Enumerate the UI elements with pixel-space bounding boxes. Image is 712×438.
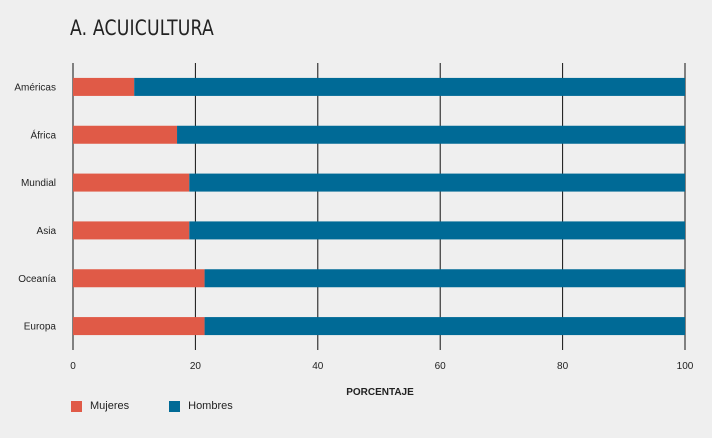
x-axis-title: PORCENTAJE xyxy=(346,387,414,398)
chart-title: A. ACUICULTURA xyxy=(70,16,214,40)
x-tick-label: 100 xyxy=(677,361,694,372)
legend-label-mujeres: Mujeres xyxy=(90,400,130,412)
bar-hombres xyxy=(177,125,686,144)
category-label: África xyxy=(30,128,56,141)
bar-mujeres xyxy=(73,317,205,336)
bar-mujeres xyxy=(73,125,178,144)
category-label: Mundial xyxy=(21,178,56,189)
legend-label-hombres: Hombres xyxy=(188,400,233,412)
category-label: Américas xyxy=(14,82,56,93)
legend: Mujeres Hombres xyxy=(71,400,273,412)
bar-hombres xyxy=(189,173,685,192)
x-tick-label: 20 xyxy=(190,361,202,372)
x-tick-label: 40 xyxy=(312,361,324,372)
x-tick-label: 60 xyxy=(435,361,447,372)
bar-mujeres xyxy=(73,269,205,288)
bar-hombres xyxy=(204,317,685,336)
legend-swatch-hombres xyxy=(169,400,181,412)
legend-swatch-mujeres xyxy=(71,400,82,412)
legend-item-mujeres: Mujeres xyxy=(71,400,129,412)
bar-mujeres xyxy=(73,221,190,240)
bar-mujeres xyxy=(73,77,135,96)
bar-hombres xyxy=(189,221,685,240)
bar-mujeres xyxy=(73,173,190,192)
category-label: Asia xyxy=(37,226,57,237)
bar-hombres xyxy=(204,269,685,288)
bar-hombres xyxy=(134,77,685,96)
category-label: Europa xyxy=(24,322,57,333)
category-label: Oceanía xyxy=(18,274,56,285)
x-tick-label: 80 xyxy=(557,361,569,372)
x-tick-label: 0 xyxy=(70,361,76,372)
legend-item-hombres: Hombres xyxy=(169,400,233,412)
